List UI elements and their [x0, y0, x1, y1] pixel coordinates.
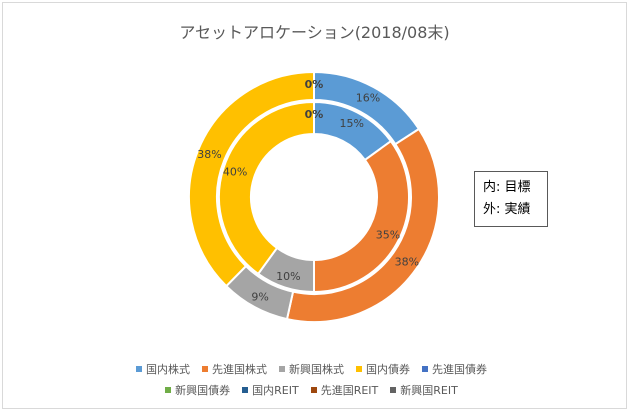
legend-label: 新興国REIT: [400, 384, 458, 397]
ring-annotation: 内: 目標 外: 実績: [474, 171, 548, 227]
inner-label-1: 15%: [339, 117, 363, 130]
legend-label: 新興国株式: [289, 363, 344, 376]
inner-slice-4: [218, 100, 315, 276]
outer-label-2: 38%: [395, 255, 419, 268]
legend-item: 先進国債券: [422, 361, 487, 377]
outer-slice-4: [188, 70, 315, 288]
outer-label-9: 0%: [305, 78, 324, 91]
legend-item: 先進国株式: [202, 361, 267, 377]
legend-swatch: [136, 366, 142, 372]
legend-swatch: [356, 366, 362, 372]
annotation-outer: 外: 実績: [483, 202, 531, 217]
legend-row-2: 新興国債券 国内REIT 先進国REIT 新興国REIT: [0, 382, 623, 398]
legend-label: 先進国REIT: [320, 384, 379, 397]
legend-swatch: [279, 366, 285, 372]
legend-swatch: [242, 387, 249, 393]
legend-item: 国内株式: [136, 361, 190, 377]
legend-swatch: [422, 366, 428, 372]
legend-item: 新興国REIT: [390, 382, 458, 398]
legend-label: 先進国債券: [432, 363, 487, 376]
outer-label-3: 9%: [251, 290, 268, 303]
legend-label: 国内債券: [366, 363, 410, 376]
inner-label-9: 0%: [305, 108, 324, 121]
legend-swatch: [165, 387, 172, 393]
legend-label: 国内REIT: [252, 384, 299, 397]
outer-label-4: 38%: [197, 148, 221, 161]
legend-item: 先進国REIT: [310, 382, 379, 398]
legend-item: 新興国債券: [165, 382, 230, 398]
legend-label: 新興国債券: [175, 384, 231, 397]
inner-label-3: 10%: [276, 270, 300, 283]
chart-title: アセットアロケーション(2018/08末): [179, 23, 450, 42]
inner-slice-2: [313, 139, 410, 294]
inner-label-4: 40%: [223, 165, 247, 178]
legend-item: 新興国株式: [279, 361, 344, 377]
outer-label-1: 16%: [356, 92, 380, 105]
legend-swatch: [390, 387, 397, 393]
annotation-inner: 内: 目標: [483, 180, 531, 195]
legend-swatch: [310, 387, 317, 393]
legend-label: 先進国株式: [212, 363, 267, 376]
legend-item: 国内REIT: [242, 382, 299, 398]
inner-label-2: 35%: [376, 229, 400, 242]
legend-label: 国内株式: [146, 363, 190, 376]
legend-item: 国内債券: [356, 361, 410, 377]
legend-row-1: 国内株式 先進国株式 新興国株式 国内債券 先進国債券: [0, 361, 623, 377]
legend-swatch: [202, 366, 208, 372]
